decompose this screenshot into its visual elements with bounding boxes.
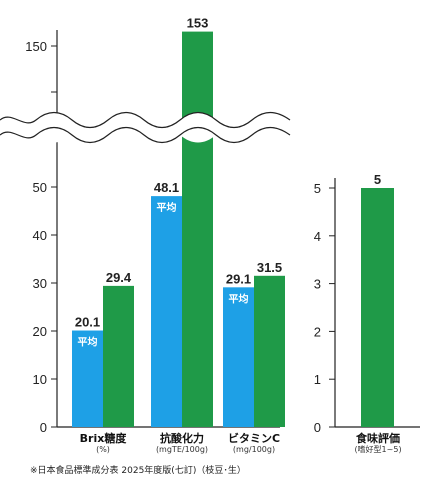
- category-label: ビタミンC: [228, 431, 280, 445]
- data-label-product: 31.5: [257, 260, 282, 275]
- left-bars: 20.1 平均 29.4 Brix糖度(%) 48.1 平均 153 抗酸化力(mgTE/10…: [0, 16, 291, 454]
- y-tick-label: 50: [33, 180, 47, 195]
- data-label-average: 48.1: [154, 180, 179, 195]
- category-unit: (%): [96, 445, 110, 454]
- left-axis: 0 10 20 30 40 50 150: [25, 30, 280, 435]
- axis-break-line: [0, 111, 291, 129]
- right-bars: 5 食味評価(嗜好型1~5): [354, 172, 401, 454]
- category-label: 食味評価: [356, 431, 400, 445]
- y-tick-label: 20: [33, 324, 47, 339]
- data-label-product: 29.4: [106, 270, 132, 285]
- bar-average: [223, 287, 254, 427]
- y-tick-label: 5: [314, 181, 321, 196]
- y-tick-label: 3: [314, 277, 321, 292]
- y-tick-label: 30: [33, 276, 47, 291]
- footnote: ※日本食品標準成分表 2025年度版(七訂)（枝豆･生）: [30, 464, 246, 476]
- y-tick-label: 150: [25, 39, 47, 54]
- bar-average: [72, 330, 103, 427]
- bar-product: [103, 285, 134, 427]
- bar-average: [151, 196, 182, 427]
- y-tick-label: 10: [33, 372, 47, 387]
- data-label-product: 5: [374, 172, 381, 187]
- category-unit: (mgTE/100g): [156, 445, 208, 454]
- y-tick-label: 2: [314, 324, 321, 339]
- data-label-average: 29.1: [226, 271, 251, 286]
- axis-break-line: [0, 126, 291, 144]
- bar-product: [182, 31, 213, 427]
- y-tick-label: 40: [33, 228, 47, 243]
- y-tick-label: 1: [314, 372, 321, 387]
- y-tick-label: 0: [40, 420, 47, 435]
- axis-break-gap: [0, 112, 290, 143]
- average-tag: 平均: [157, 201, 177, 214]
- category-label: 抗酸化力: [160, 431, 204, 445]
- bar-product: [361, 188, 394, 427]
- bar-product: [254, 275, 285, 427]
- category-label: Brix糖度: [80, 431, 128, 445]
- data-label-product: 153: [187, 16, 209, 31]
- y-tick-label: 0: [314, 420, 321, 435]
- y-tick-label: 4: [314, 229, 321, 244]
- category-unit: (mg/100g): [233, 445, 275, 454]
- category-unit: (嗜好型1~5): [354, 444, 401, 454]
- average-tag: 平均: [229, 292, 249, 305]
- data-label-average: 20.1: [75, 315, 100, 330]
- average-tag: 平均: [78, 336, 98, 349]
